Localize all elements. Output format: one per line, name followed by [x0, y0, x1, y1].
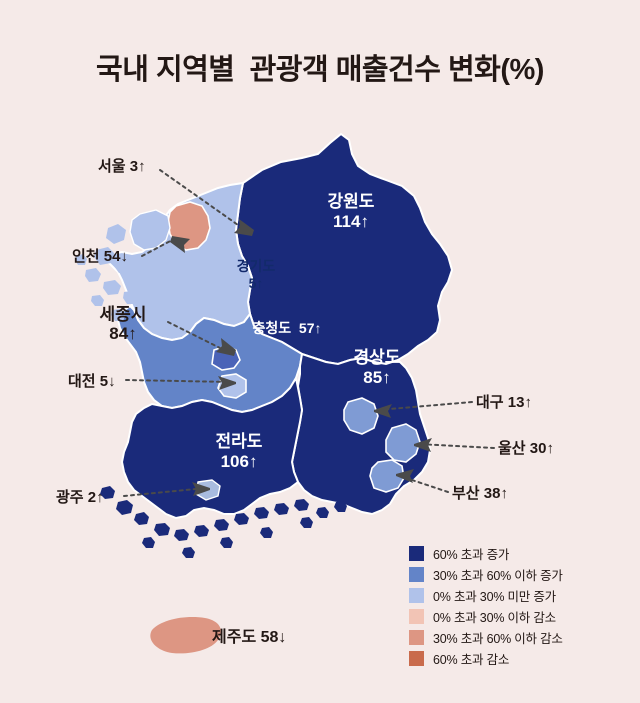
- map-region-gangwon[interactable]: [234, 132, 454, 366]
- callout-sejong-name: 세종시: [99, 305, 147, 324]
- legend-label: 30% 초과 60% 이하 증가: [433, 569, 563, 583]
- legend-item[interactable]: 30% 초과 60% 이하 증가: [409, 565, 624, 584]
- arrowhead-incheon: [170, 236, 190, 253]
- legend-item[interactable]: 0% 초과 30% 미만 증가: [409, 586, 624, 605]
- callout-arrowheads: [170, 219, 432, 496]
- legend-swatch-decrease-0-30: [409, 609, 424, 624]
- legend-swatch-increase-over-60: [409, 546, 424, 561]
- leader-line-daegu: [377, 401, 473, 411]
- map-enclave-ulsan[interactable]: [385, 423, 421, 463]
- map-enclave-busan[interactable]: [369, 459, 405, 493]
- legend-label: 60% 초과 감소: [433, 653, 510, 667]
- callout-label-sejong: 세종시 84↑: [80, 305, 166, 343]
- map-svg: [75, 132, 495, 654]
- legend-label: 30% 초과 60% 이하 감소: [433, 632, 563, 646]
- leader-line-incheon: [141, 237, 177, 257]
- leader-line-daejeon: [125, 379, 233, 383]
- callout-label-seoul: 서울 3↑: [98, 158, 146, 175]
- legend-item[interactable]: 0% 초과 30% 이하 감소: [409, 607, 624, 626]
- arrowhead-sejong: [216, 338, 236, 356]
- callout-leader-lines: [123, 169, 495, 497]
- callout-label-ulsan: 울산 30↑: [498, 440, 554, 457]
- callout-label-jeju: 제주도 58↓: [212, 629, 287, 646]
- callout-sejong-value: 84↑: [109, 324, 137, 344]
- leader-line-sejong: [167, 321, 231, 354]
- legend-swatch-decrease-30-60: [409, 630, 424, 645]
- arrowhead-gwangju: [192, 482, 210, 496]
- callout-label-busan: 부산 38↑: [452, 485, 508, 502]
- leader-line-gwangju: [123, 487, 207, 497]
- arrowhead-seoul: [234, 219, 254, 236]
- leader-line-seoul: [159, 169, 249, 233]
- callout-label-daejeon: 대전 5↓: [68, 373, 116, 390]
- legend-item[interactable]: 60% 초과 감소: [409, 649, 624, 668]
- legend-label: 0% 초과 30% 미만 증가: [433, 590, 556, 604]
- page-title: 국내 지역별 관광객 매출건수 변화(%): [96, 54, 544, 86]
- arrowhead-daejeon: [218, 376, 236, 390]
- callout-label-incheon: 인천 54↓: [72, 248, 128, 265]
- legend-swatch-increase-30-60: [409, 567, 424, 582]
- legend-swatch-increase-0-30: [409, 588, 424, 603]
- map-west-coast-islands: [75, 224, 138, 321]
- map-legend: 60% 초과 증가 30% 초과 60% 이하 증가 0% 초과 30% 미만 …: [409, 544, 624, 670]
- map-south-coast-islands: [100, 486, 347, 558]
- legend-item[interactable]: 60% 초과 증가: [409, 544, 624, 563]
- map-enclave-daegu[interactable]: [343, 397, 379, 435]
- map-region-jeolla[interactable]: [120, 375, 304, 520]
- legend-label: 0% 초과 30% 이하 감소: [433, 611, 556, 625]
- legend-item[interactable]: 30% 초과 60% 이하 감소: [409, 628, 624, 647]
- arrowhead-daegu: [374, 404, 392, 418]
- legend-swatch-decrease-over-60: [409, 651, 424, 666]
- callout-label-gwangju: 광주 2↑: [56, 489, 104, 506]
- legend-label: 60% 초과 증가: [433, 548, 510, 562]
- leader-line-ulsan: [417, 443, 495, 449]
- korea-choropleth-map: 강원도 114↑ 경기도 5↑ 충청도 57↑ 경상도 85↑ 전라도 106↑…: [0, 110, 640, 670]
- map-region-jeju[interactable]: [150, 617, 221, 654]
- arrowhead-busan: [396, 469, 414, 483]
- callout-label-daegu: 대구 13↑: [476, 394, 532, 411]
- arrowhead-ulsan: [414, 438, 432, 452]
